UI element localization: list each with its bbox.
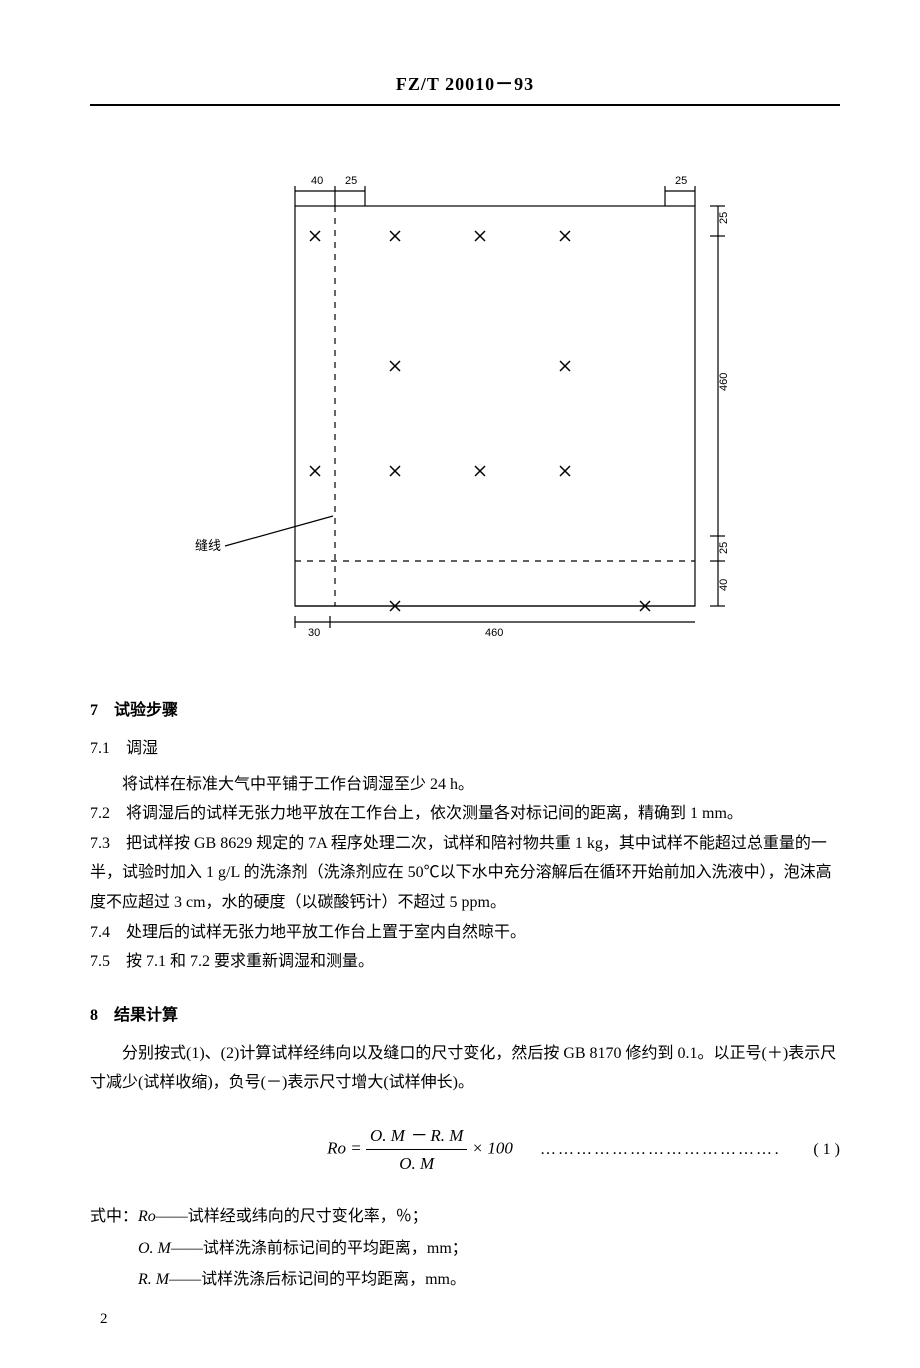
seam-label: 缝线 (195, 538, 221, 553)
section-8-title: 8 结果计算 (90, 1001, 840, 1025)
dim-bot-460: 460 (485, 627, 503, 639)
subsection-7-1-label: 7.1 调湿 (90, 734, 840, 764)
subsection-7-1-text: 将试样在标准大气中平铺于工作台调湿至少 24 h。 (90, 770, 840, 800)
formula-1: Ro = O. M － R. M O. M × 100 ………………………………… (90, 1122, 840, 1177)
where-2-text: ——试样洗涤前标记间的平均距离，mm； (171, 1240, 468, 1257)
subsection-7-4: 7.4 处理后的试样无张力地平放工作台上置于室内自然晾干。 (90, 918, 840, 948)
where-block: 式中：Ro——试样经或纬向的尺寸变化率，％； O. M——试样洗涤前标记间的平均… (90, 1201, 840, 1295)
formula-denominator: O. M (366, 1150, 467, 1177)
where-prefix: 式中： (90, 1208, 138, 1225)
dim-right-25-bot: 25 (718, 542, 730, 554)
header-code: FZ/T 20010－93 (90, 70, 840, 106)
subsection-7-3: 7.3 把试样按 GB 8629 规定的 7A 程序处理二次，试样和陪衬物共重 … (90, 829, 840, 918)
formula-numerator: O. M － R. M (366, 1122, 467, 1150)
formula-tail: × 100 (472, 1139, 513, 1158)
where-1-text: ——试样经或纬向的尺寸变化率，％； (156, 1208, 428, 1225)
formula-eq: = (350, 1139, 361, 1158)
formula-dots: …………………………………… (540, 1137, 780, 1163)
where-1-var: Ro (138, 1208, 156, 1225)
formula-lhs: Ro (327, 1139, 346, 1158)
dim-top-25-left: 25 (345, 175, 357, 187)
page-number: 2 (90, 1311, 840, 1328)
where-2-var: O. M (138, 1240, 171, 1257)
dim-top-25-right: 25 (675, 175, 687, 187)
dim-right-460: 460 (718, 373, 730, 391)
section-8-intro: 分别按式(1)、(2)计算试样经纬向以及缝口的尺寸变化，然后按 GB 8170 … (90, 1039, 840, 1098)
where-3-var: R. M (138, 1271, 169, 1288)
specimen-diagram: 40 25 25 25 460 25 40 30 460 缝线 (165, 166, 765, 646)
dim-right-25-top: 25 (718, 212, 730, 224)
formula-label: ( 1 ) (780, 1137, 840, 1163)
dim-right-40: 40 (718, 579, 730, 591)
section-7-title: 7 试验步骤 (90, 696, 840, 720)
where-3-text: ——试样洗涤后标记间的平均距离，mm。 (169, 1271, 466, 1288)
subsection-7-2: 7.2 将调湿后的试样无张力地平放在工作台上，依次测量各对标记间的距离，精确到 … (90, 799, 840, 829)
dim-bot-30: 30 (308, 627, 320, 639)
subsection-7-5: 7.5 按 7.1 和 7.2 要求重新调湿和测量。 (90, 947, 840, 977)
dim-top-40: 40 (311, 175, 323, 187)
